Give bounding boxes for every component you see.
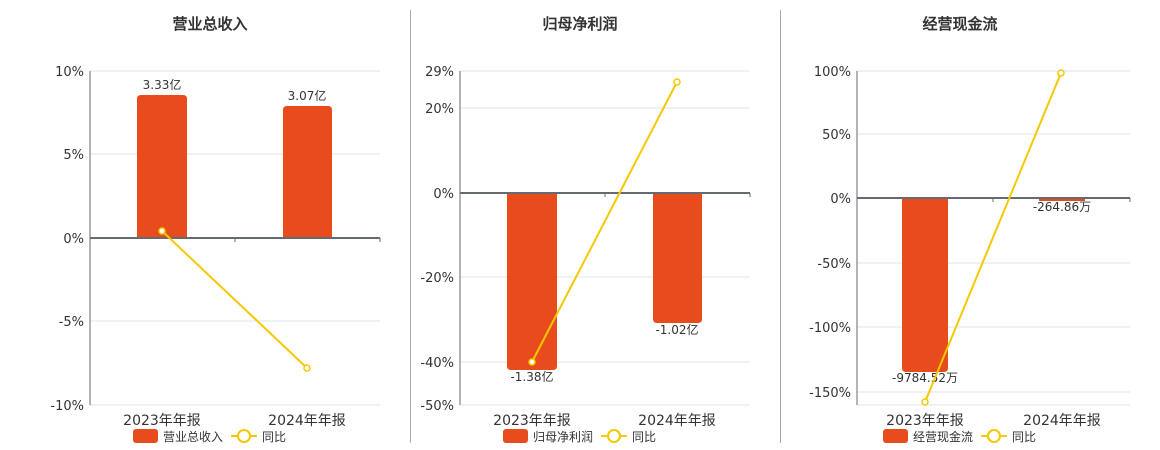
yoy-point[interactable] [921, 398, 929, 406]
x-category-label: 2023年年报 [493, 413, 571, 429]
yoy-line [161, 230, 308, 369]
yoy-point[interactable] [158, 227, 166, 235]
legend-revenue: 营业总收入 同比 [133, 427, 286, 445]
bar-2024[interactable] [1039, 198, 1085, 201]
y-tick-label: 20% [425, 102, 454, 117]
y-tick-label: 29% [425, 65, 454, 80]
bar-2023[interactable] [137, 95, 187, 238]
legend-bar-swatch[interactable] [503, 429, 528, 443]
chart-title-net-profit: 归母净利润 [542, 15, 618, 33]
y-tick-label: 0% [63, 232, 84, 247]
bar-2023[interactable] [507, 193, 557, 370]
legend-bar-label[interactable]: 营业总收入 [163, 429, 224, 444]
y-tick-label: 0% [830, 192, 851, 207]
x-category-label: 2023年年报 [123, 413, 201, 429]
y-tick-label: 0% [433, 187, 454, 202]
yoy-point[interactable] [673, 78, 681, 86]
y-tick-label: 10% [55, 65, 84, 80]
legend-line-label[interactable]: 同比 [262, 429, 287, 444]
legend-net-profit: 归母净利润 同比 [503, 427, 656, 445]
x-category-label: 2024年年报 [638, 413, 716, 429]
y-tick-label: 50% [822, 128, 851, 143]
y-tick-label: -40% [420, 356, 454, 371]
y-tick-label: -150% [809, 386, 851, 401]
legend-operating-cashflow: 经营现金流 同比 [883, 427, 1036, 445]
y-tick-label: -100% [809, 321, 851, 336]
yoy-point[interactable] [1057, 69, 1065, 77]
y-tick-label: 5% [63, 148, 84, 163]
chart-title-operating-cashflow: 经营现金流 [922, 15, 998, 33]
y-tick-label: -20% [420, 271, 454, 286]
legend-bar-swatch[interactable] [883, 429, 908, 443]
x-category-label: 2023年年报 [886, 413, 964, 429]
bar-2024[interactable] [283, 106, 332, 238]
legend-line-swatch[interactable] [601, 429, 628, 443]
y-tick-label: 100% [814, 65, 851, 80]
legend-line-label[interactable]: 同比 [1012, 429, 1037, 444]
yoy-line [924, 72, 1062, 403]
legend-bar-label[interactable]: 归母净利润 [533, 429, 594, 444]
bar-2023[interactable] [902, 198, 948, 372]
legend-line-label[interactable]: 同比 [632, 429, 657, 444]
yoy-line [531, 81, 678, 363]
legend-bar-swatch[interactable] [133, 429, 158, 443]
bar-2024[interactable] [653, 193, 702, 323]
x-category-label: 2024年年报 [268, 413, 346, 429]
y-tick-label: -5% [59, 315, 84, 330]
y-tick-label: -50% [420, 399, 454, 414]
yoy-point[interactable] [303, 364, 311, 372]
bar-value-label: 3.33亿 [143, 77, 182, 92]
x-category-label: 2024年年报 [1023, 413, 1101, 429]
bar-value-label: 3.07亿 [288, 88, 327, 103]
bar-value-label: -9784.52万 [892, 371, 958, 385]
legend-line-swatch[interactable] [981, 429, 1008, 443]
legend-line-swatch[interactable] [231, 429, 258, 443]
y-tick-label: -10% [50, 399, 84, 414]
y-tick-label: -50% [817, 257, 851, 272]
panel-divider-2 [780, 10, 781, 443]
chart-title-revenue: 营业总收入 [172, 15, 248, 33]
panel-divider-1 [410, 10, 411, 443]
bar-value-label: -1.38亿 [510, 369, 553, 384]
yoy-point[interactable] [528, 358, 536, 366]
bar-value-label: -1.02亿 [655, 322, 698, 337]
legend-bar-label[interactable]: 经营现金流 [913, 429, 974, 444]
bar-value-label: -264.86万 [1033, 200, 1091, 214]
